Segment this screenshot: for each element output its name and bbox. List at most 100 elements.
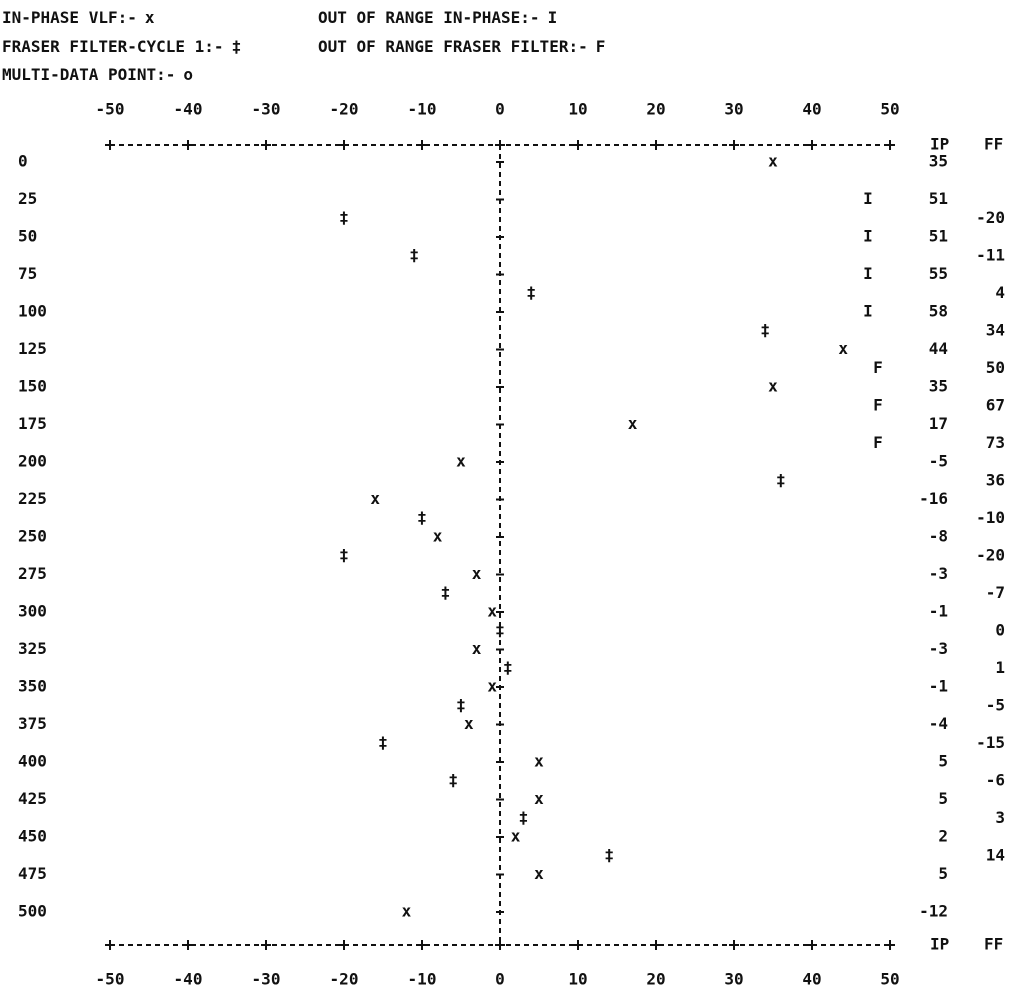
ff-point: ‡ [604,845,614,864]
ip-point: x [511,827,521,846]
legend-symbol: ‡ [232,37,242,56]
x-tick-label: 10 [568,100,587,119]
ip-point: x [456,452,466,471]
x-tick-label: -10 [408,970,437,989]
ff-value: -10 [976,508,1005,527]
ff-value: 4 [995,283,1005,302]
ip-out-of-range: I [863,264,873,283]
ip-value: 35 [929,377,948,396]
ip-value: 35 [929,152,948,171]
station-label: 25 [18,189,37,208]
ip-point: x [534,789,544,808]
station-label: 425 [18,789,47,808]
ff-value: 73 [986,433,1005,452]
ff-out-of-range: F [873,395,883,414]
ff-out-of-range: F [873,433,883,452]
station-label: 200 [18,452,47,471]
station-label: 350 [18,677,47,696]
ip-point: x [433,527,443,546]
ip-value: -5 [929,452,948,471]
ff-point: ‡ [495,620,505,639]
ip-value: -3 [929,564,948,583]
ip-point: x [402,902,412,921]
station-label: 50 [18,227,37,246]
x-tick-label: 0 [495,970,505,989]
ff-value: 14 [986,845,1005,864]
legend-item: FRASER FILTER-CYCLE 1:- ‡ [2,37,241,56]
x-tick-label: 40 [802,100,821,119]
x-tick-label: -20 [330,970,359,989]
column-header: FF [984,935,1003,954]
ip-point: x [628,414,638,433]
legend-symbol: I [548,8,558,27]
ff-value: 67 [986,395,1005,414]
legend-item: OUT OF RANGE IN-PHASE:- I [318,8,557,27]
ff-value: -20 [976,208,1005,227]
ip-value: 55 [929,264,948,283]
ff-value: -20 [976,545,1005,564]
x-tick-label: 50 [880,970,899,989]
x-tick-label: 40 [802,970,821,989]
ff-point: ‡ [339,545,349,564]
ip-value: 5 [938,752,948,771]
ff-point: ‡ [526,283,536,302]
station-label: 375 [18,714,47,733]
x-tick-label: -10 [408,100,437,119]
ip-point: x [534,864,544,883]
ff-point: ‡ [519,808,529,827]
ff-value: 1 [995,658,1005,677]
ff-point: ‡ [441,583,451,602]
x-tick-label: -50 [96,100,125,119]
ip-point: x [464,714,474,733]
ff-point: ‡ [448,770,458,789]
ip-out-of-range: I [863,302,873,321]
ff-out-of-range: F [873,358,883,377]
station-label: 450 [18,827,47,846]
ff-point: ‡ [503,658,513,677]
ff-point: ‡ [409,245,419,264]
ff-point: ‡ [456,695,466,714]
ff-point: ‡ [378,733,388,752]
legend-label: OUT OF RANGE FRASER FILTER:- [318,37,588,56]
ip-value: -16 [919,489,948,508]
ip-out-of-range: I [863,227,873,246]
ip-point: x [370,489,380,508]
x-tick-label: -20 [330,100,359,119]
legend-symbol: x [145,8,155,27]
x-tick-label: 30 [724,970,743,989]
ff-value: 0 [995,620,1005,639]
ip-point: x [487,602,497,621]
x-tick-label: 10 [568,970,587,989]
ip-value: 17 [929,414,948,433]
x-tick-label: 30 [724,100,743,119]
ff-value: 3 [995,808,1005,827]
legend-label: IN-PHASE VLF:- [2,8,137,27]
ip-value: 2 [938,827,948,846]
ff-value: -6 [986,770,1005,789]
legend-item: IN-PHASE VLF:- x [2,8,155,27]
station-label: 500 [18,902,47,921]
ip-point: x [534,752,544,771]
ip-value: 58 [929,302,948,321]
x-tick-label: 20 [646,970,665,989]
column-header: IP [930,935,949,954]
station-label: 400 [18,752,47,771]
ip-value: -3 [929,639,948,658]
ff-value: -11 [976,245,1005,264]
x-tick-label: -30 [252,100,281,119]
ip-point: x [838,339,848,358]
station-label: 100 [18,302,47,321]
x-tick-label: 0 [495,100,505,119]
ip-point: x [472,564,482,583]
station-label: 225 [18,489,47,508]
ip-point: x [472,639,482,658]
x-tick-label: 20 [646,100,665,119]
ff-point: ‡ [760,320,770,339]
ff-value: -15 [976,733,1005,752]
station-label: 275 [18,564,47,583]
ip-value: 51 [929,227,948,246]
legend-symbol: o [183,65,193,84]
ip-out-of-range: I [863,189,873,208]
station-label: 175 [18,414,47,433]
